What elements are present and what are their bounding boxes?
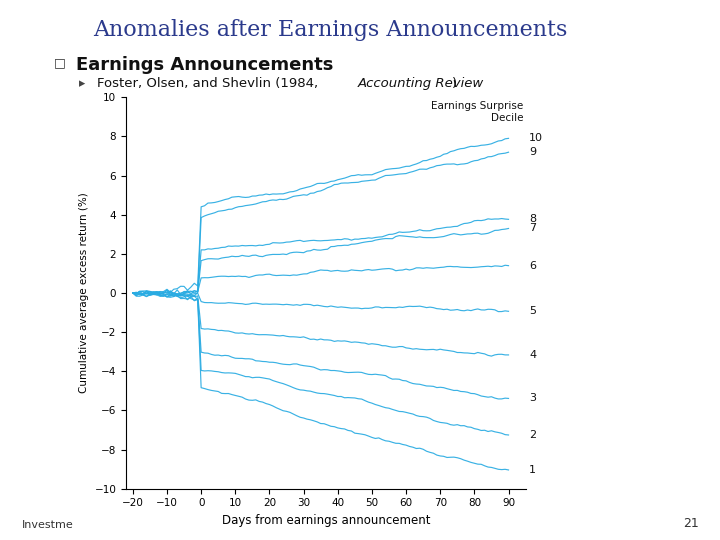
Text: 4: 4 — [529, 350, 536, 360]
Text: 6: 6 — [529, 261, 536, 271]
Text: ▸: ▸ — [79, 77, 86, 90]
Text: 7: 7 — [529, 224, 536, 233]
Text: 5: 5 — [529, 306, 536, 316]
X-axis label: Days from earnings announcement: Days from earnings announcement — [222, 514, 430, 527]
Text: Investme: Investme — [22, 520, 73, 530]
Text: 3: 3 — [529, 394, 536, 403]
Text: Accounting Review: Accounting Review — [358, 77, 484, 90]
Text: □: □ — [54, 57, 66, 70]
Text: 8: 8 — [529, 214, 536, 224]
Text: 1: 1 — [529, 465, 536, 475]
Text: Anomalies after Earnings Announcements: Anomalies after Earnings Announcements — [94, 19, 568, 41]
Text: 2: 2 — [529, 430, 536, 440]
Text: 21: 21 — [683, 517, 698, 530]
Text: Earnings Surprise
Decile: Earnings Surprise Decile — [431, 101, 523, 123]
Text: Foster, Olsen, and Shevlin (1984,: Foster, Olsen, and Shevlin (1984, — [97, 77, 323, 90]
Text: Earnings Announcements: Earnings Announcements — [76, 56, 333, 73]
Y-axis label: Cumulative average excess return (%): Cumulative average excess return (%) — [79, 193, 89, 393]
Text: 9: 9 — [529, 147, 536, 157]
Text: ): ) — [452, 77, 457, 90]
Text: 10: 10 — [529, 133, 543, 143]
